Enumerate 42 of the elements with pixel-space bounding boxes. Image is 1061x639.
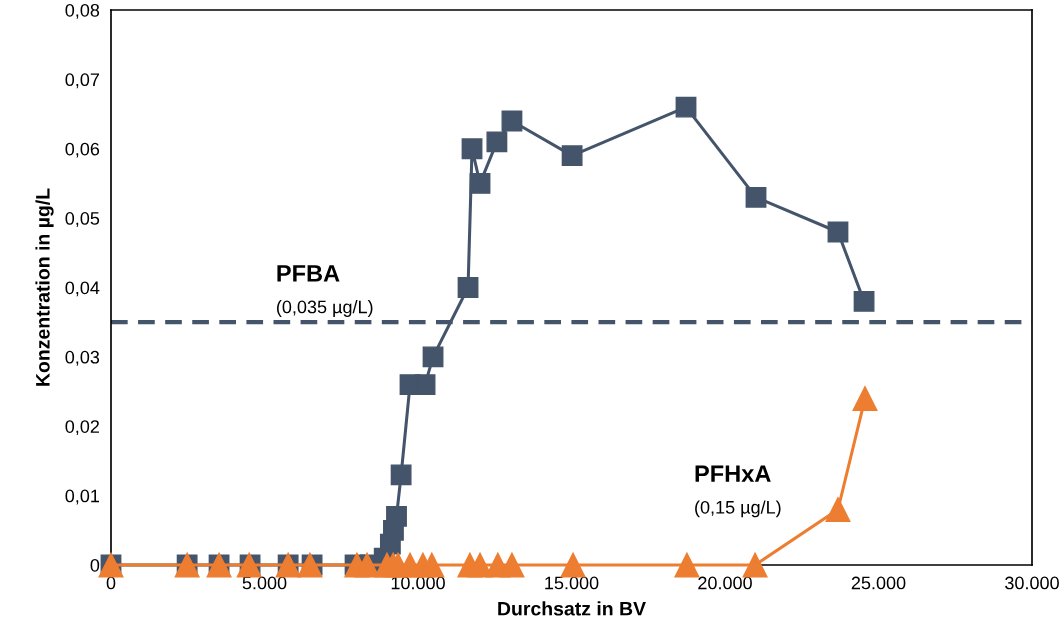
y-tick-label: 0,07 <box>65 73 99 89</box>
point <box>745 186 767 208</box>
x-axis-title: Durchsatz in BV <box>498 601 646 616</box>
y-tick-label: 0,05 <box>65 212 100 227</box>
point <box>501 110 523 132</box>
y-tick-label: 0 <box>90 558 100 572</box>
point <box>414 374 436 396</box>
point <box>499 552 525 578</box>
point <box>675 96 697 118</box>
point <box>825 496 851 523</box>
point <box>853 290 875 312</box>
point <box>422 346 444 368</box>
annotation: PFBA (0,035 µg/L) <box>276 265 373 317</box>
point <box>386 506 407 527</box>
x-tick-label: 25.000 <box>851 576 906 590</box>
point <box>461 138 483 160</box>
x-tick-label: 15.000 <box>545 576 599 590</box>
point <box>561 145 583 167</box>
point <box>742 552 768 578</box>
x-tick-label: 10.000 <box>391 576 445 590</box>
x-tick-label: 0 <box>106 576 116 590</box>
point <box>419 552 445 578</box>
x-tick-label: 5.000 <box>242 576 287 590</box>
y-tick-label: 0,01 <box>65 489 100 505</box>
y-tick-label: 0,06 <box>65 142 100 158</box>
point <box>674 552 700 578</box>
point <box>486 131 508 153</box>
point <box>354 552 380 578</box>
y-tick-label: 0,03 <box>65 350 100 366</box>
point <box>457 277 479 298</box>
point <box>469 173 491 194</box>
x-tick-label: 30.000 <box>1005 576 1059 590</box>
y-tick-label: 0,02 <box>65 420 99 436</box>
y-tick-label: 0,08 <box>65 3 100 19</box>
x-tick-label: 20.000 <box>698 576 752 590</box>
point <box>852 385 878 412</box>
point <box>560 552 586 578</box>
y-axis-title: Konzentration in µg/L <box>35 188 54 386</box>
annotation: PFHxA (0,15 µg/L) <box>695 465 781 518</box>
point <box>827 221 849 243</box>
y-tick-label: 0,04 <box>65 281 100 297</box>
point <box>390 464 412 486</box>
